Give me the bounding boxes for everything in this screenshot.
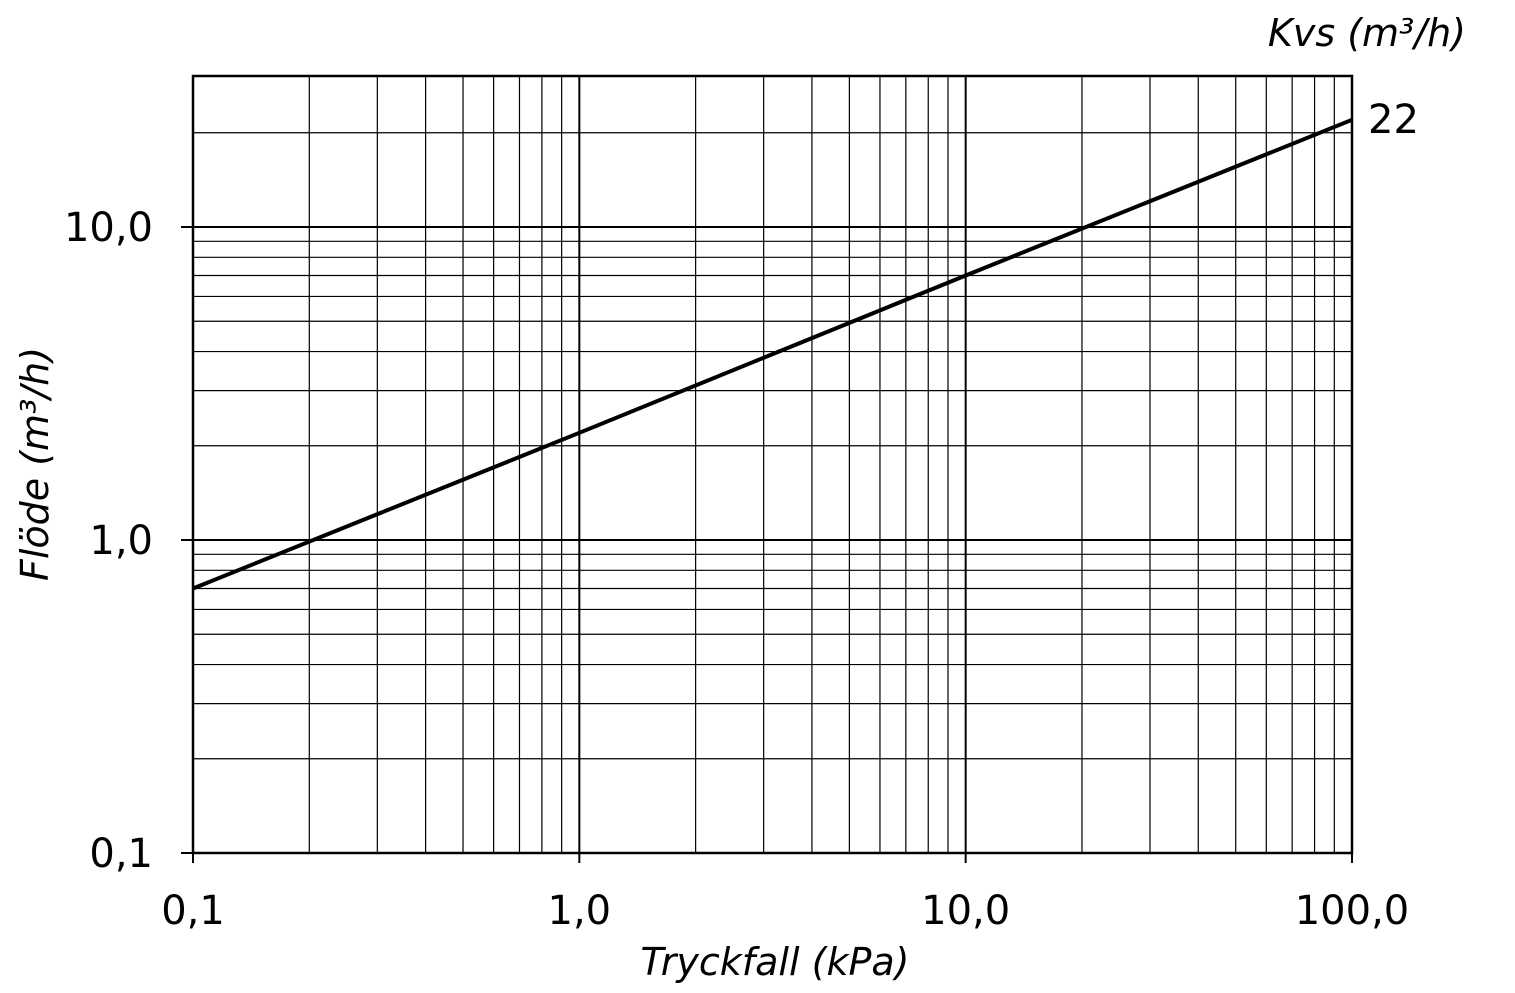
grid — [193, 76, 1352, 853]
axis-ticks — [181, 226, 1353, 863]
series-layer — [192, 117, 1353, 591]
x-tick-label: 0,1 — [161, 888, 225, 934]
y-tick-label: 1,0 — [89, 518, 153, 564]
x-axis-title: Tryckfall (kPa) — [641, 940, 910, 984]
series-line — [192, 117, 1353, 591]
x-tick-label: 100,0 — [1295, 888, 1410, 934]
tick-labels: 0,1 1,0 10,0 100,0 0,1 1,0 10,0 22 — [64, 97, 1419, 934]
y-tick-label: 0,1 — [89, 831, 153, 877]
series-label-header: Kvs (m³/h) — [1268, 11, 1466, 55]
series-end-label: 22 — [1368, 97, 1419, 143]
y-axis-title: Flöde (m³/h) — [13, 347, 57, 581]
plot-frame — [191, 74, 1354, 855]
x-tick-label: 10,0 — [921, 888, 1010, 934]
y-tick-label: 10,0 — [64, 205, 153, 251]
x-tick-label: 1,0 — [548, 888, 612, 934]
